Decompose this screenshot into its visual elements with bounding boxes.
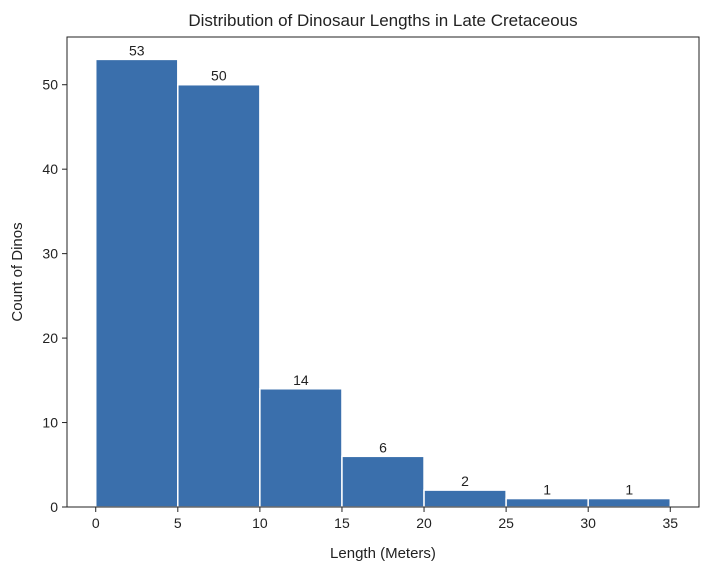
y-tick-label-1: 10 <box>42 415 58 431</box>
x-axis-label: Length (Meters) <box>330 545 436 562</box>
bar-2 <box>259 388 343 508</box>
data-label-2: 14 <box>293 372 309 388</box>
bar-0 <box>94 58 179 508</box>
data-labels-group: 53 50 14 6 2 1 1 <box>129 42 633 497</box>
x-tick-label-1: 5 <box>174 515 182 531</box>
data-label-3: 6 <box>379 439 387 455</box>
plot-frame <box>66 36 700 508</box>
bar-3 <box>341 455 425 508</box>
y-axis-label: Count of Dinos <box>9 222 26 321</box>
y-tick-label-4: 40 <box>42 161 58 177</box>
x-tick-label-4: 20 <box>416 515 432 531</box>
data-label-6: 1 <box>625 482 633 498</box>
x-tick-label-3: 15 <box>334 515 350 531</box>
y-tick-label-0: 0 <box>50 499 58 515</box>
bars-group <box>94 58 672 508</box>
bar-1 <box>177 83 261 508</box>
x-tick-label-0: 0 <box>92 515 100 531</box>
bar-6 <box>587 497 672 508</box>
data-label-5: 1 <box>543 482 551 498</box>
data-label-0: 53 <box>129 42 145 58</box>
bar-5 <box>505 497 589 508</box>
x-tick-label-7: 35 <box>662 515 678 531</box>
data-label-4: 2 <box>461 473 469 489</box>
x-tick-label-5: 25 <box>498 515 514 531</box>
y-tick-label-2: 20 <box>42 330 58 346</box>
y-tick-label-5: 50 <box>42 77 58 93</box>
x-tick-label-6: 30 <box>580 515 596 531</box>
x-tick-label-2: 10 <box>252 515 268 531</box>
data-label-1: 50 <box>211 68 227 84</box>
y-tick-label-3: 30 <box>42 246 58 262</box>
bar-4 <box>423 489 507 508</box>
x-axis-ticks: 0 5 10 15 20 25 30 35 <box>92 507 678 531</box>
y-axis-ticks: 0 10 20 30 40 50 <box>42 77 67 515</box>
chart-title: Distribution of Dinosaur Lengths in Late… <box>188 11 577 30</box>
